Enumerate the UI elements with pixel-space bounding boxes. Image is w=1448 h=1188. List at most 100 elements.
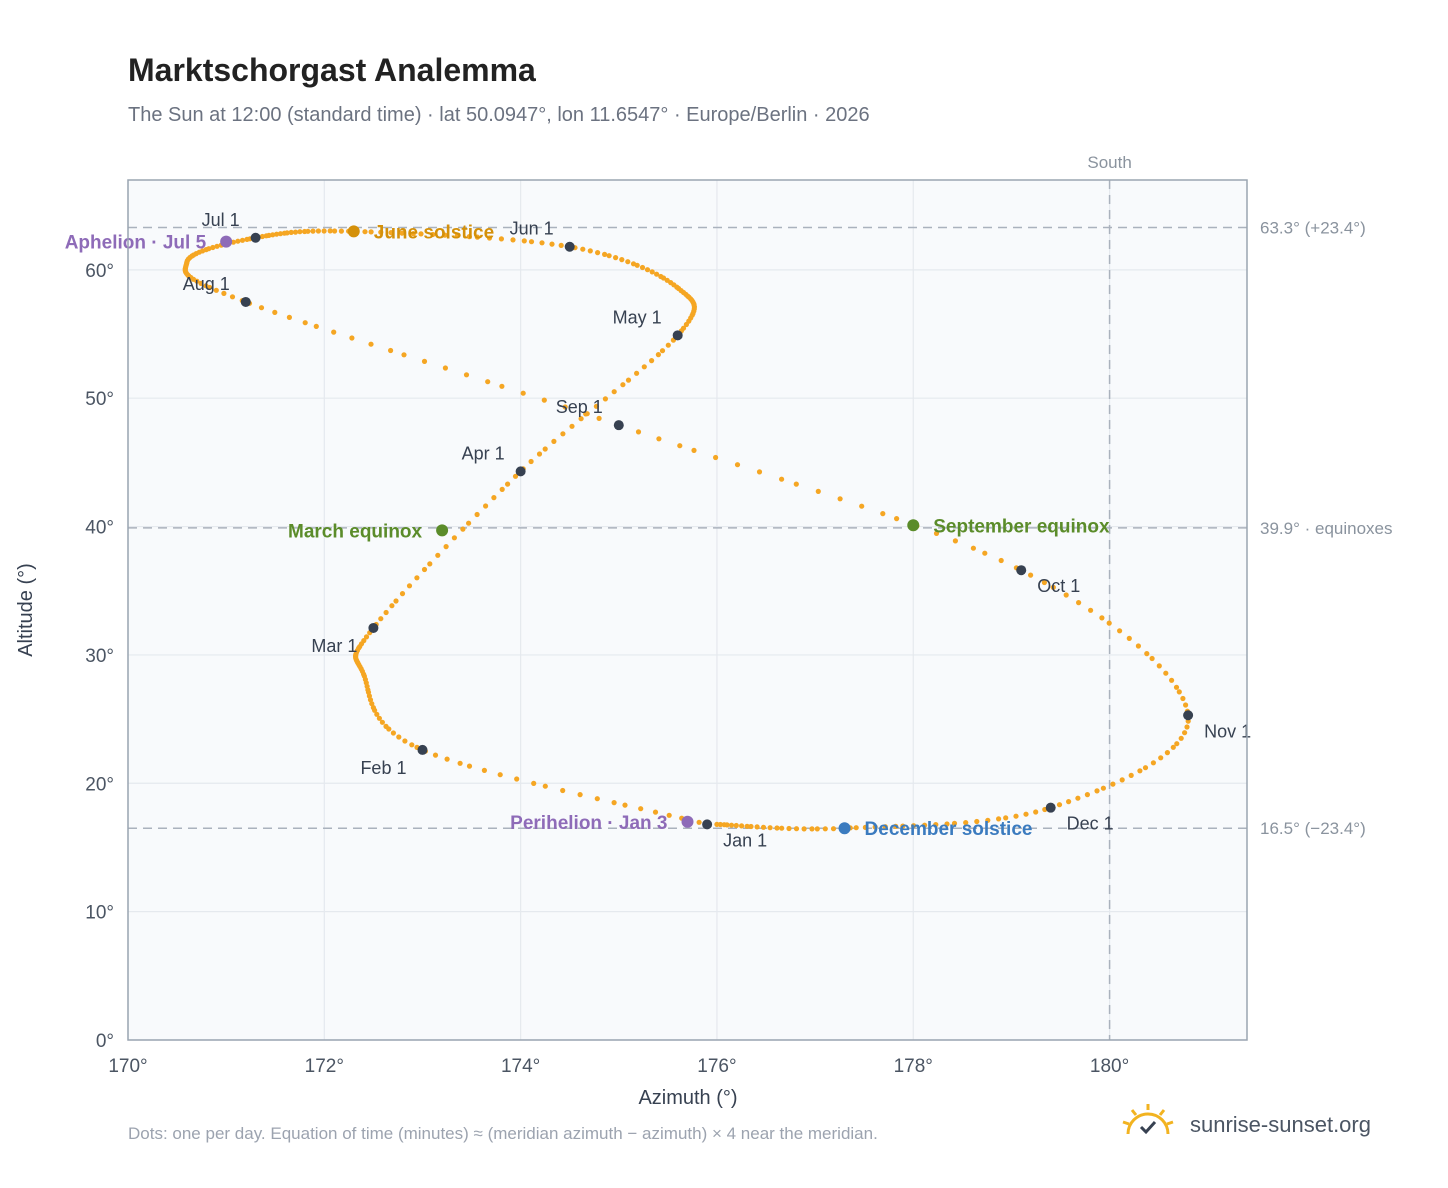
daily-dot xyxy=(933,822,939,828)
month-marker xyxy=(1016,565,1027,576)
daily-dot xyxy=(292,229,299,235)
daily-dot xyxy=(432,752,439,758)
y-tick-label: 50° xyxy=(85,389,114,410)
date-markers: Jan 1 Feb 1 Mar 1 Apr 1 May 1 Jun 1 Jul 1 Aug 1… xyxy=(183,210,1251,851)
daily-dot xyxy=(721,822,727,828)
daily-dot xyxy=(421,358,428,364)
axes: 170° 172° 174° 176° 178° 180° 0° 10° 20° 30° 40° 50… xyxy=(85,261,1129,1077)
daily-dot xyxy=(229,294,236,300)
daily-dot xyxy=(361,638,367,644)
daily-dot xyxy=(539,240,545,246)
daily-dot xyxy=(235,238,241,244)
daily-dot xyxy=(622,802,628,808)
daily-dot xyxy=(1158,755,1164,761)
daily-dot xyxy=(822,826,828,832)
daily-dot xyxy=(1156,663,1162,669)
daily-dot xyxy=(1100,785,1106,791)
daily-dot xyxy=(244,236,250,242)
daily-dot xyxy=(1084,792,1090,798)
daily-dot xyxy=(466,234,472,240)
daily-dot xyxy=(577,792,583,798)
daily-dot xyxy=(760,824,767,830)
daily-dot xyxy=(944,821,950,827)
daily-dot xyxy=(985,817,991,823)
daily-dot xyxy=(379,719,385,725)
daily-dot xyxy=(474,234,480,240)
daily-dot xyxy=(388,347,394,354)
daily-dot xyxy=(963,820,969,826)
month-marker-label: Jun 1 xyxy=(510,219,554,239)
daily-dot xyxy=(1106,620,1112,626)
daily-dot xyxy=(399,591,406,597)
daily-dot xyxy=(593,403,600,409)
month-marker xyxy=(417,744,428,755)
daily-dot xyxy=(1174,741,1180,747)
y-tick-label: 30° xyxy=(85,646,114,667)
daily-dot xyxy=(444,756,450,762)
daily-dot xyxy=(332,228,338,234)
event-marker xyxy=(907,519,920,532)
month-marker xyxy=(515,466,526,477)
daily-dot xyxy=(302,320,308,326)
daily-dot xyxy=(974,818,980,825)
daily-dot xyxy=(349,335,355,341)
daily-dot xyxy=(1135,643,1141,649)
daily-dot xyxy=(677,443,683,449)
daily-dot xyxy=(560,431,566,437)
daily-dot xyxy=(1028,572,1034,578)
analemma-path xyxy=(182,228,1191,832)
daily-dot xyxy=(613,255,619,261)
daily-dot xyxy=(922,822,928,828)
daily-dot xyxy=(1149,655,1155,662)
daily-dot xyxy=(793,826,800,832)
daily-dot xyxy=(641,364,647,370)
daily-dot xyxy=(481,767,487,774)
daily-dot xyxy=(998,557,1004,564)
daily-dot xyxy=(996,816,1002,822)
month-marker xyxy=(702,819,713,830)
brand-logo[interactable]: sunrise-sunset.org xyxy=(1120,1102,1390,1146)
daily-dot xyxy=(655,352,662,358)
daily-dot xyxy=(859,503,865,509)
daily-dot xyxy=(536,451,543,457)
month-marker xyxy=(613,420,624,431)
daily-dot xyxy=(393,598,399,604)
daily-dot xyxy=(666,812,672,818)
daily-dot xyxy=(396,734,402,740)
month-marker-label: Apr 1 xyxy=(462,443,505,463)
daily-dot xyxy=(378,616,384,622)
daily-dot xyxy=(952,538,959,544)
daily-dot xyxy=(900,823,906,829)
x-tick-label: 170° xyxy=(108,1056,147,1077)
daily-dot xyxy=(691,447,697,453)
daily-dot xyxy=(368,229,374,235)
daily-dot xyxy=(414,575,420,581)
daily-dot xyxy=(454,233,460,239)
month-marker-label: Aug 1 xyxy=(183,274,230,294)
daily-dot xyxy=(485,379,491,385)
daily-dot xyxy=(486,235,493,241)
daily-dot xyxy=(639,264,646,271)
event-marker xyxy=(838,822,851,835)
daily-dot xyxy=(606,253,612,259)
daily-dot xyxy=(549,241,555,247)
daily-dot xyxy=(654,271,660,277)
daily-dot xyxy=(596,415,602,421)
daily-dot xyxy=(562,404,568,410)
daily-dot xyxy=(483,503,489,509)
daily-dot xyxy=(1119,777,1125,783)
daily-dot xyxy=(754,824,760,830)
daily-dot xyxy=(474,511,480,518)
daily-dot xyxy=(499,383,505,389)
daily-dot xyxy=(801,826,807,832)
daily-dot xyxy=(451,535,457,541)
daily-dot xyxy=(378,229,384,235)
daily-dot xyxy=(1056,802,1063,808)
daily-dot xyxy=(363,634,370,640)
daily-dot xyxy=(1117,628,1123,634)
chart-subtitle: The Sun at 12:00 (standard time) · lat 5… xyxy=(128,104,870,126)
daily-dot xyxy=(383,723,389,730)
daily-dot xyxy=(399,230,405,236)
event-label: December solstice xyxy=(865,819,1033,840)
daily-dot xyxy=(410,231,416,237)
